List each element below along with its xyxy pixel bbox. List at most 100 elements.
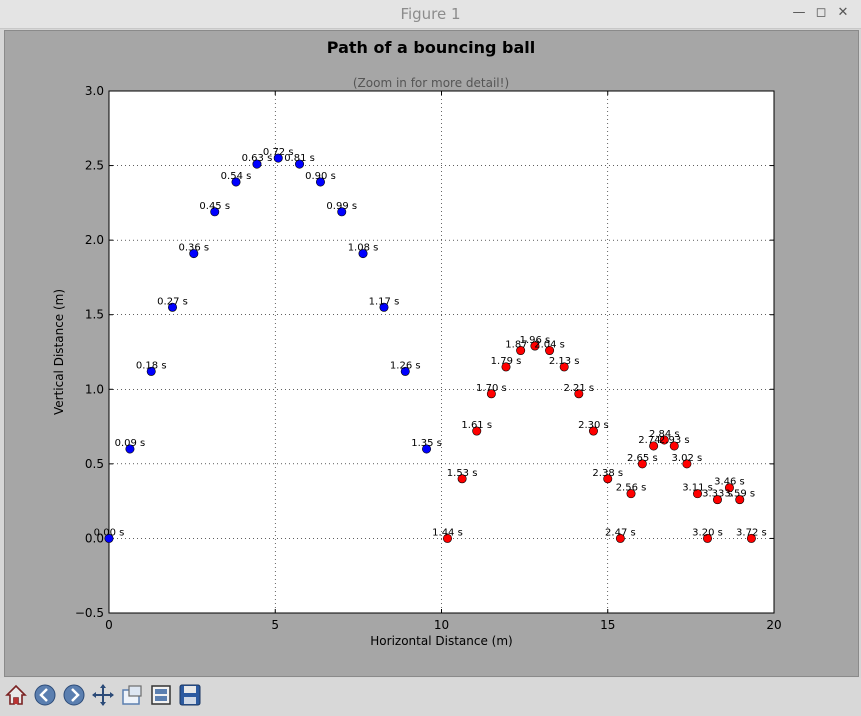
back-icon	[34, 684, 56, 706]
window-titlebar: Figure 1 — ◻ ✕	[0, 0, 861, 29]
data-point	[615, 533, 625, 543]
data-point-label: 3.46 s	[714, 477, 745, 488]
data-point	[442, 533, 452, 543]
zoom-button[interactable]	[119, 682, 145, 708]
maximize-icon[interactable]: ◻	[815, 5, 827, 20]
data-point	[400, 366, 410, 376]
data-point-label: 3.02 s	[672, 453, 703, 464]
zoom-icon	[122, 685, 142, 705]
data-point	[659, 435, 669, 445]
forward-icon	[63, 684, 85, 706]
figure-canvas: Path of a bouncing ball (Zoom in for mor…	[4, 30, 859, 677]
x-tick-label: 15	[600, 618, 615, 632]
y-tick-label: 0.0	[85, 531, 104, 545]
navigation-toolbar	[0, 678, 861, 716]
data-point-label: 0.72 s	[263, 147, 294, 158]
data-point	[693, 489, 703, 499]
data-point-label: 0.54 s	[221, 171, 252, 182]
data-point-label: 2.84 s	[649, 429, 680, 440]
data-point-label: 2.30 s	[578, 420, 609, 431]
data-point-label: 2.74 s	[638, 435, 669, 446]
data-point	[125, 444, 135, 454]
data-point-label: 1.87 s	[505, 340, 536, 351]
data-point-label: 1.17 s	[369, 296, 400, 307]
home-icon	[5, 684, 27, 705]
data-point-label: 1.26 s	[390, 360, 421, 371]
data-point-label: 0.63 s	[242, 153, 273, 164]
data-point	[189, 249, 199, 259]
data-point	[588, 426, 598, 436]
data-point	[545, 346, 555, 356]
x-tick-label: 20	[766, 618, 781, 632]
data-point	[702, 533, 712, 543]
data-point-label: 2.47 s	[605, 527, 636, 538]
data-point	[486, 389, 496, 399]
data-point	[295, 159, 305, 169]
data-point-label: 3.20 s	[692, 527, 723, 538]
data-point	[746, 533, 756, 543]
data-point-label: 3.59 s	[724, 489, 755, 500]
data-point	[252, 159, 262, 169]
data-point	[457, 474, 467, 484]
data-point-label: 0.36 s	[178, 243, 209, 254]
home-button[interactable]	[3, 682, 29, 708]
data-point	[422, 444, 432, 454]
configure-subplots-icon	[151, 685, 171, 705]
save-button[interactable]	[177, 682, 203, 708]
data-point-label: 1.70 s	[476, 383, 507, 394]
chart-subtitle: (Zoom in for more detail!)	[353, 76, 509, 90]
data-point	[669, 441, 679, 451]
data-point-label: 1.44 s	[432, 527, 463, 538]
data-point	[682, 459, 692, 469]
data-point	[626, 489, 636, 499]
x-axis-label: Horizontal Distance (m)	[370, 634, 512, 648]
data-point	[168, 302, 178, 312]
save-icon	[179, 684, 201, 706]
configure-subplots-button[interactable]	[148, 682, 174, 708]
y-tick-label: 1.0	[85, 382, 104, 396]
y-tick-label: −0.5	[75, 606, 104, 620]
data-point-label: 2.21 s	[563, 383, 594, 394]
data-point	[712, 495, 722, 505]
y-tick-label: 1.5	[85, 308, 104, 322]
data-point-label: 2.93 s	[659, 435, 690, 446]
y-tick-label: 2.0	[85, 233, 104, 247]
data-point	[530, 341, 540, 351]
data-point-label: 0.27 s	[157, 296, 188, 307]
data-point	[735, 495, 745, 505]
data-points: 0.00 s 0.09 s 0.18 s 0.27 s 0.36 s 0.45 s 0.54…	[94, 147, 767, 543]
back-button[interactable]	[32, 682, 58, 708]
chart-title: Path of a bouncing ball	[327, 38, 535, 57]
x-tick-label: 0	[105, 618, 113, 632]
forward-button[interactable]	[61, 682, 87, 708]
data-point-label: 2.65 s	[627, 453, 658, 464]
data-point	[574, 389, 584, 399]
data-point	[315, 177, 325, 187]
x-tick-label: 10	[434, 618, 449, 632]
data-point	[337, 207, 347, 217]
data-point	[724, 483, 734, 493]
data-point-label: 1.08 s	[348, 243, 379, 254]
data-point	[273, 153, 283, 163]
data-point	[210, 207, 220, 217]
scatter-chart: Path of a bouncing ball (Zoom in for mor…	[52, 38, 782, 648]
data-point	[637, 459, 647, 469]
data-point	[649, 441, 659, 451]
data-point	[559, 362, 569, 372]
minimize-icon[interactable]: —	[792, 5, 806, 20]
x-tick-label: 5	[271, 618, 279, 632]
data-point-label: 3.72 s	[736, 527, 767, 538]
data-point-label: 1.61 s	[461, 420, 492, 431]
data-point-label: 3.11 s	[682, 483, 713, 494]
data-point	[501, 362, 511, 372]
y-tick-label: 2.5	[85, 159, 104, 173]
data-point-label: 2.04 s	[534, 340, 565, 351]
data-point	[603, 474, 613, 484]
y-tick-label: 0.5	[85, 457, 104, 471]
data-point	[231, 177, 241, 187]
data-point-label: 3.33 s	[702, 489, 733, 500]
pan-button[interactable]	[90, 682, 116, 708]
data-point	[516, 346, 526, 356]
close-icon[interactable]: ✕	[837, 5, 849, 20]
data-point	[379, 302, 389, 312]
